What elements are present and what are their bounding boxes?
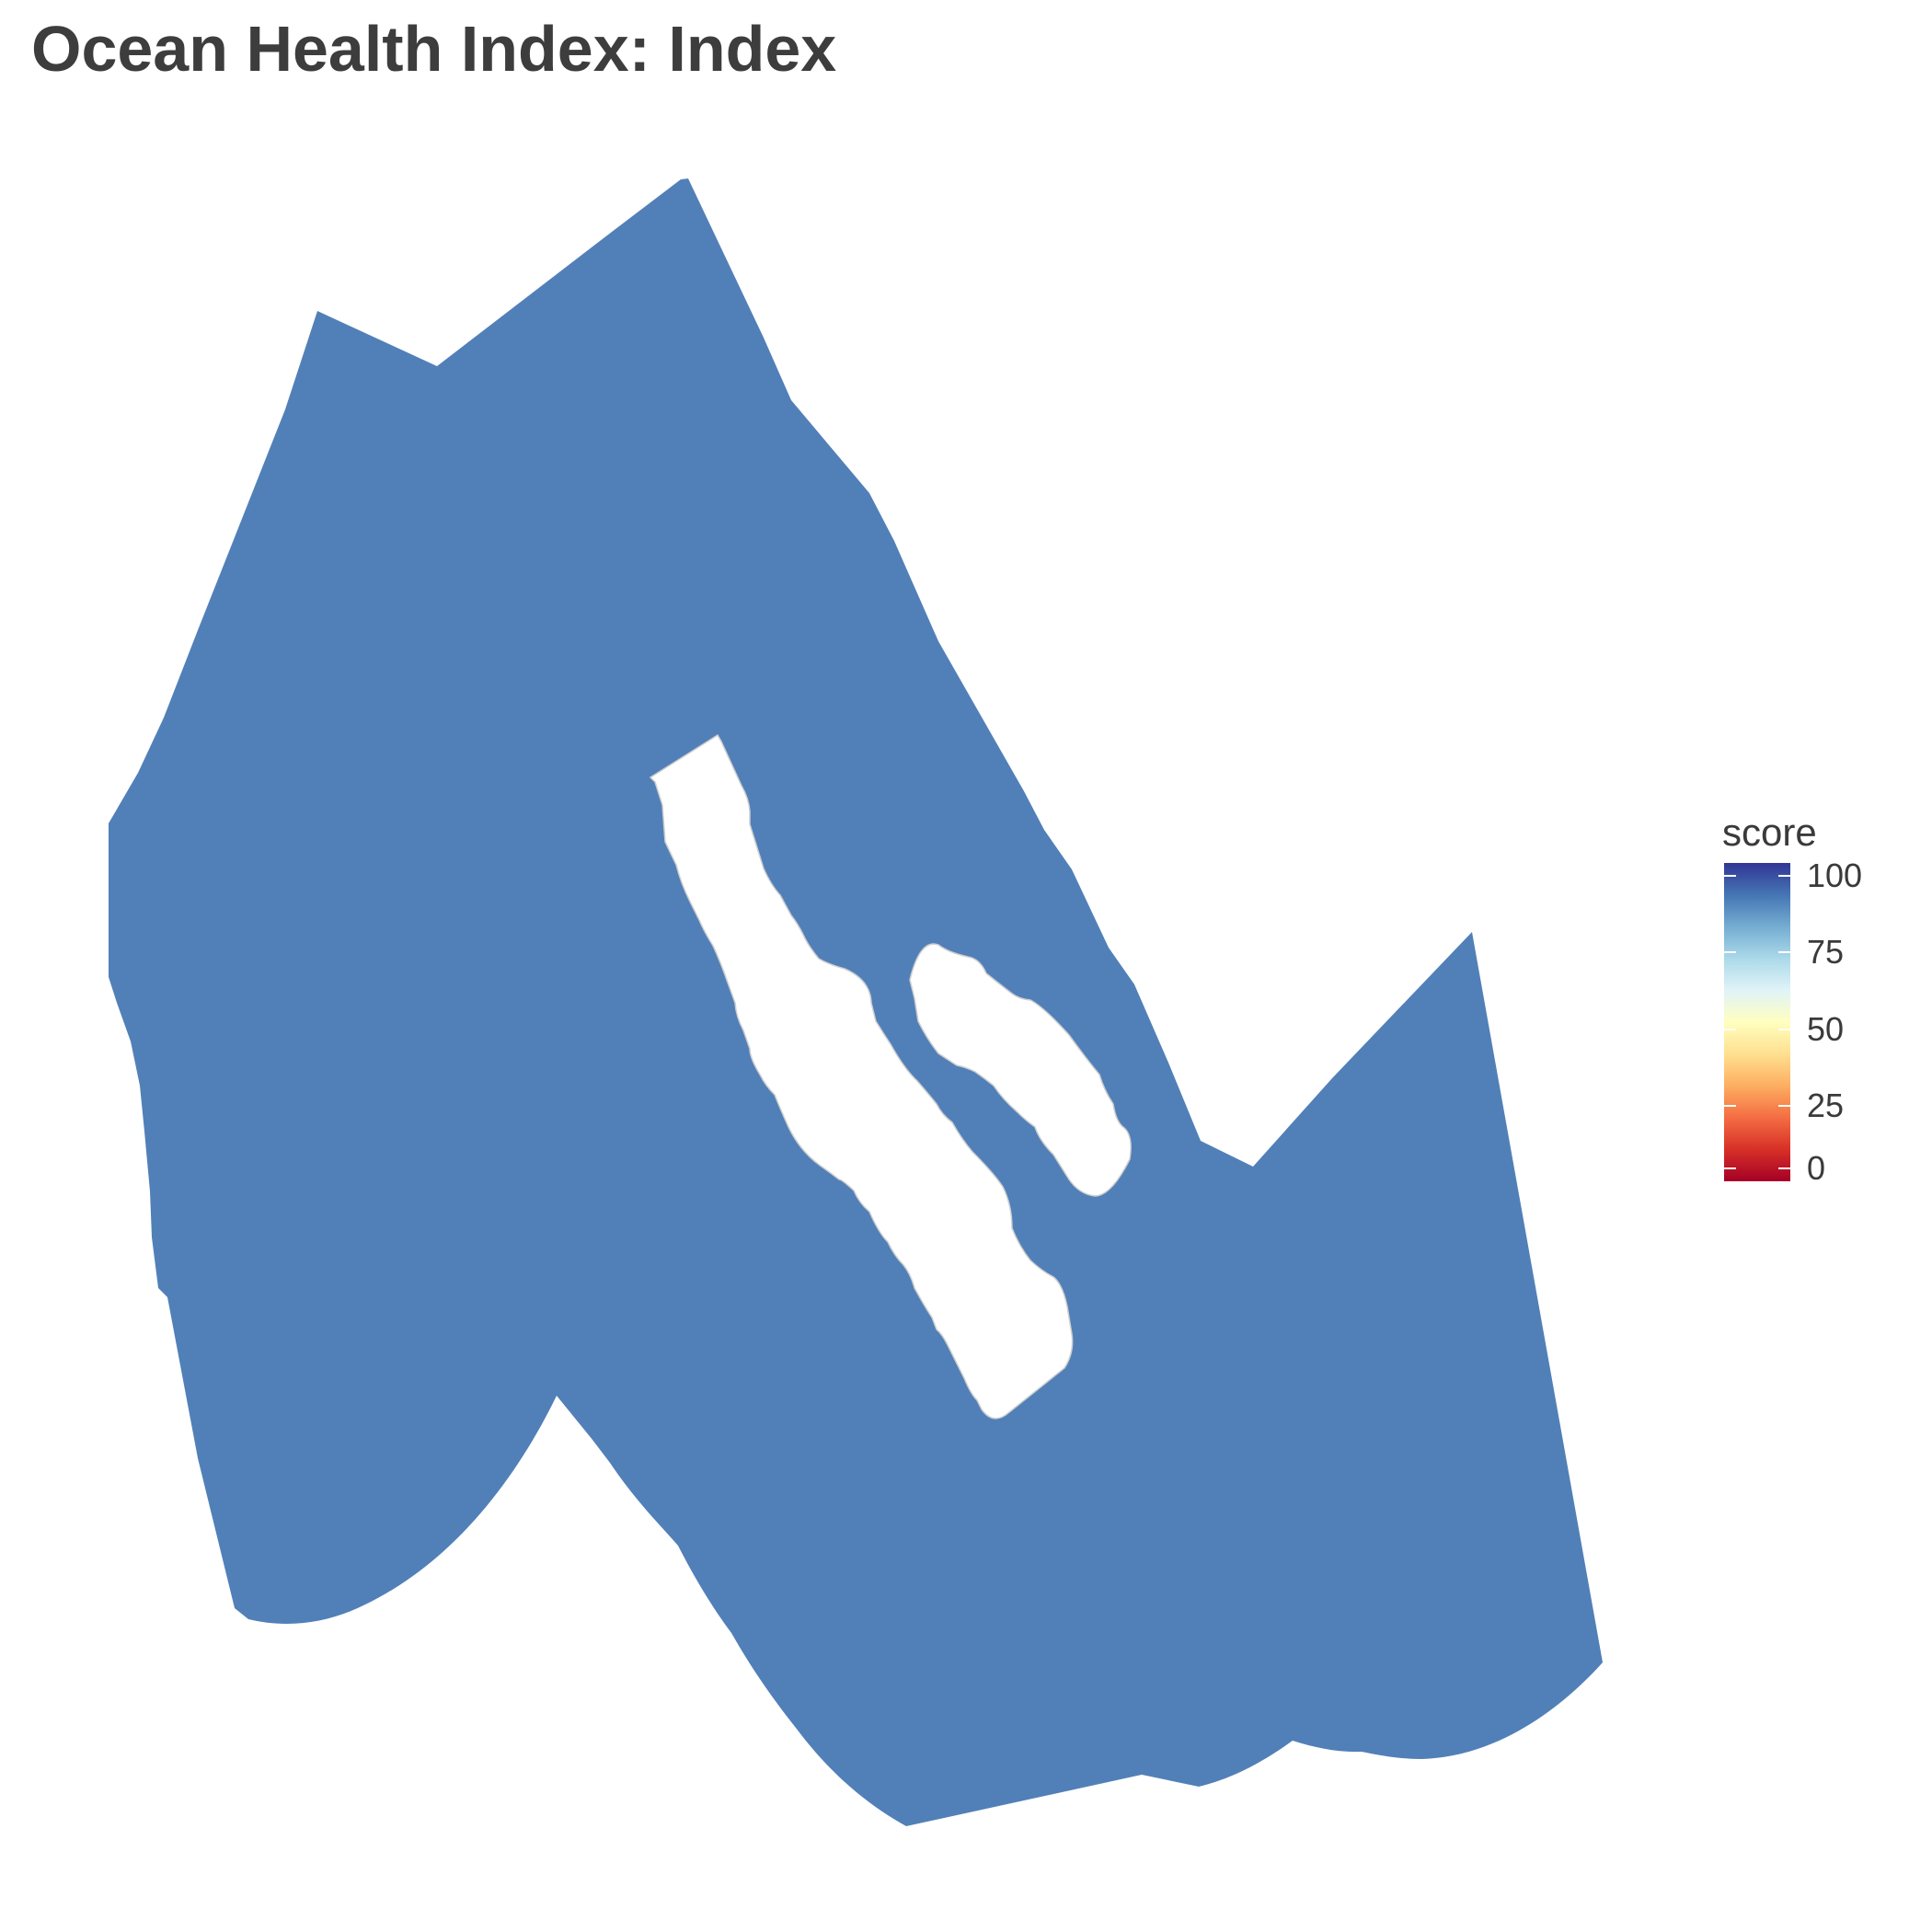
legend-tick-25-right xyxy=(1778,1105,1790,1107)
score-legend: score 100 75 50 25 0 xyxy=(1720,810,1904,1214)
legend-tick-0-right xyxy=(1778,1167,1790,1169)
legend-tick-0-left xyxy=(1724,1167,1736,1169)
legend-title: score xyxy=(1722,811,1817,854)
legend-label-50: 50 xyxy=(1807,1010,1845,1048)
legend-tick-50-right xyxy=(1778,1029,1790,1030)
legend-tick-25-left xyxy=(1724,1105,1736,1107)
island-outline-small xyxy=(909,943,1132,1197)
island-outline-long xyxy=(649,733,1074,1420)
legend-label-75: 75 xyxy=(1807,933,1845,971)
legend-label-100: 100 xyxy=(1807,857,1863,894)
map-title: Ocean Health Index: Index xyxy=(31,13,837,85)
legend-label-25: 25 xyxy=(1807,1087,1845,1124)
legend-tick-100-right xyxy=(1778,875,1790,877)
legend-tick-50-left xyxy=(1724,1029,1736,1030)
legend-tick-75-left xyxy=(1724,951,1736,953)
legend-colorbar xyxy=(1724,863,1790,1181)
ocean-region-polygon[interactable] xyxy=(109,178,1603,1826)
legend-tick-75-right xyxy=(1778,951,1790,953)
legend-tick-100-left xyxy=(1724,875,1736,877)
legend-label-0: 0 xyxy=(1807,1149,1826,1187)
